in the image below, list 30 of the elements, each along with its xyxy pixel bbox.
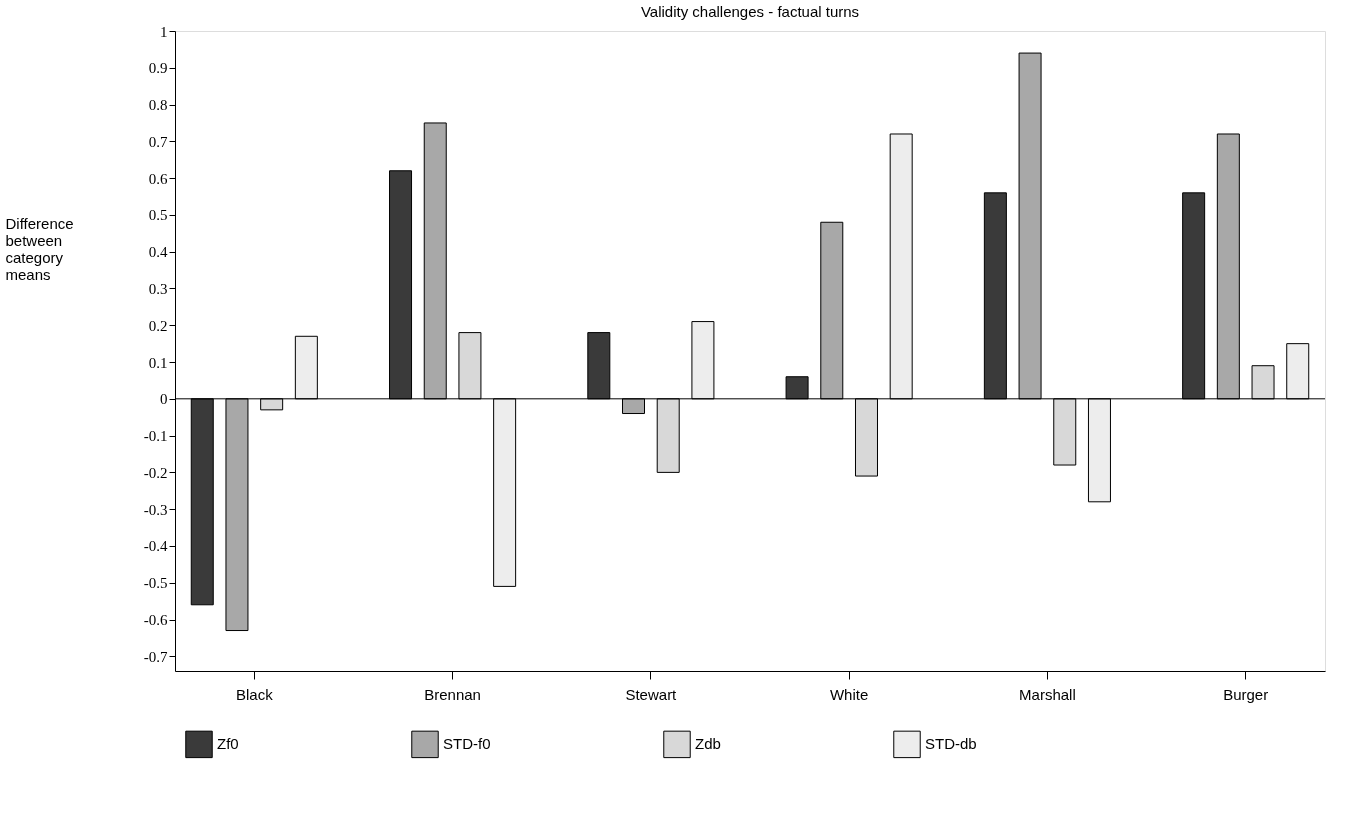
y-tick-label: -0.4 — [143, 538, 168, 555]
y-tick-label: -0.5 — [143, 575, 168, 592]
y-axis-title: Difference between category means — [5, 214, 74, 283]
x-tick-label: Stewart — [625, 685, 678, 703]
chart-title: Validity challenges - factual turns — [640, 3, 860, 20]
x-tick-label: Marshall — [1019, 685, 1076, 703]
x-tick-label: Black — [235, 685, 274, 703]
y-tick-label: 0.8 — [148, 97, 168, 114]
y-tick-label: -0.2 — [143, 464, 168, 481]
y-tick-label: 0.1 — [148, 354, 168, 371]
y-tick-label: 0 — [160, 391, 168, 408]
y-tick-label: 0.4 — [148, 244, 168, 261]
x-tick-label: White — [829, 685, 869, 703]
y-tick-label: -0.1 — [143, 428, 168, 445]
y-tick-label: 1 — [160, 23, 168, 40]
y-tick-label: -0.7 — [143, 648, 168, 665]
legend-label: STD-f0 — [443, 735, 491, 753]
x-tick-label: Burger — [1223, 685, 1269, 703]
y-tick-label: 0.9 — [148, 60, 168, 77]
y-tick-label: -0.6 — [143, 612, 168, 629]
y-tick-label: 0.6 — [148, 170, 168, 187]
legend-label: Zf0 — [217, 735, 239, 753]
y-tick-label: 0.2 — [148, 317, 168, 334]
x-tick-label: Brennan — [424, 685, 481, 703]
y-tick-label: 0.7 — [148, 133, 168, 150]
y-tick-label: -0.3 — [143, 501, 168, 518]
legend-label: STD-db — [925, 735, 977, 753]
legend-label: Zdb — [695, 735, 721, 753]
y-tick-label: 0.5 — [148, 207, 168, 224]
y-tick-label: 0.3 — [148, 280, 168, 297]
